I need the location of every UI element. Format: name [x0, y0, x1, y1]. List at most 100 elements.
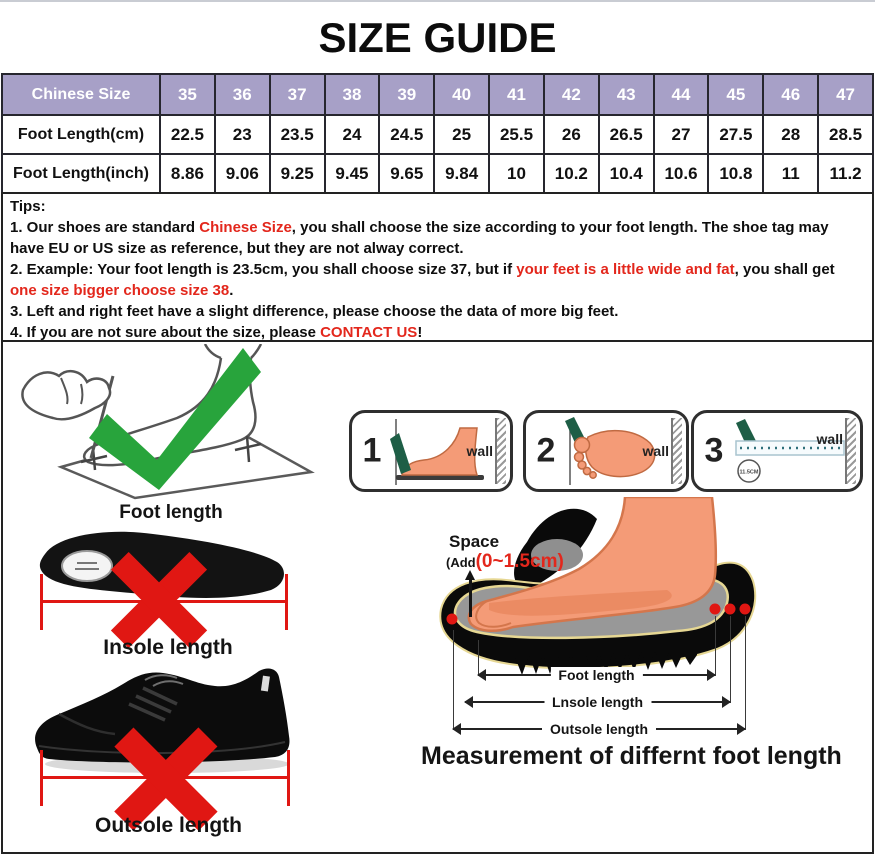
- ruler-measure-illustration: 11.5CM: [735, 419, 845, 483]
- row-label: Chinese Size: [1, 73, 161, 116]
- wall-hatch: [495, 418, 506, 484]
- toe-marker-dot: [446, 613, 458, 625]
- wall-hatch: [671, 418, 682, 484]
- measurement-heading: Measurement of differnt foot length: [421, 742, 842, 770]
- guide-line: [745, 616, 746, 730]
- tip2-text-b: , you shall get: [734, 261, 835, 278]
- measure-step-panel-2: 2 wall: [523, 410, 689, 492]
- heel-marker-dot: [709, 603, 721, 615]
- size-cell: 9.84: [433, 153, 491, 194]
- guide-line: [730, 616, 731, 703]
- size-cell: 23: [213, 114, 271, 155]
- space-range-label: (Add(0~1.5cm): [446, 551, 564, 573]
- size-cell: 46: [762, 73, 820, 116]
- size-cell: 11.2: [817, 153, 874, 194]
- tip4-text: 4. If you are not sure about the size, p…: [10, 324, 321, 341]
- page-title: SIZE GUIDE: [318, 14, 557, 61]
- outsole-length-caption: Outsole length: [95, 814, 242, 837]
- tip2-red-text-2: one size bigger choose size 38: [10, 282, 230, 299]
- tip4-text-b: !: [417, 324, 423, 341]
- table-row: Foot Length(cm) 22.5 23 23.5 24 24.5 25 25.5 26 2…: [1, 114, 874, 155]
- size-cell: 22.5: [159, 114, 216, 155]
- space-add-text: (Add: [446, 555, 476, 570]
- size-cell: 9.25: [268, 153, 326, 194]
- guide-line: [715, 616, 716, 676]
- size-cell: 10.2: [542, 153, 600, 194]
- foot-length-arrow-label: Foot length: [550, 667, 643, 683]
- measure-badge: [737, 459, 761, 483]
- size-cell: 8.86: [159, 153, 216, 194]
- guide-line: [478, 640, 479, 676]
- tip1-text: 1. Our shoes are standard: [10, 219, 200, 236]
- pencil-icon: [390, 433, 411, 474]
- size-cell: 28: [762, 114, 820, 155]
- guide-line: [453, 630, 454, 730]
- size-cell: 9.06: [213, 153, 271, 194]
- space-range-text: (0~1.5cm): [475, 551, 564, 572]
- tip1-red-text: Chinese Size: [199, 219, 292, 236]
- size-cell: 10.4: [597, 153, 655, 194]
- row-label: Foot Length(inch): [1, 153, 161, 194]
- pencil-icon: [736, 419, 757, 447]
- size-cell: 35: [159, 73, 216, 116]
- size-cell: 36: [213, 73, 271, 116]
- heel-tab: [260, 675, 270, 692]
- foot-side-view: [401, 427, 479, 476]
- size-cell: 25: [433, 114, 491, 155]
- foot-length-arrow: Foot length: [477, 667, 716, 683]
- size-cell: 9.65: [378, 153, 436, 194]
- shoe-laces: [128, 686, 178, 722]
- size-table: Chinese Size 35 36 37 38 39 40 41 42 43 44 45 46 47 Fo…: [1, 73, 874, 194]
- tip2-red-text-1: your feet is a little wide and fat: [516, 261, 735, 278]
- shoe-body: [35, 668, 290, 763]
- foot-tracing-illustration: [21, 344, 315, 500]
- table-row: Chinese Size 35 36 37 38 39 40 41 42 43 44 45 46 47: [1, 73, 874, 116]
- tip4-red-text: CONTACT US: [320, 324, 418, 341]
- insole-logo: [61, 550, 113, 582]
- tips-section: Tips: 1. Our shoes are standard Chinese …: [1, 192, 874, 342]
- wall-hatch: [845, 418, 856, 484]
- size-cell: 27: [652, 114, 710, 155]
- size-cell: 43: [597, 73, 655, 116]
- size-cell: 45: [707, 73, 765, 116]
- size-cell: 24: [323, 114, 381, 155]
- insole-length-arrow-label: Lnsole length: [544, 694, 651, 710]
- toe-measure-illustration: [565, 417, 656, 485]
- size-cell: 26: [542, 114, 600, 155]
- tip-line-4: 4. If you are not sure about the size, p…: [10, 322, 865, 343]
- table-row: Foot Length(inch) 8.86 9.06 9.25 9.45 9.65 9.8…: [1, 153, 874, 194]
- size-cell: 44: [652, 73, 710, 116]
- size-cell: 10.8: [707, 153, 765, 194]
- size-cell: 23.5: [268, 114, 326, 155]
- insole-shape: [39, 531, 284, 598]
- size-cell: 38: [323, 73, 381, 116]
- panel-number: 3: [704, 431, 724, 470]
- size-cell: 28.5: [817, 114, 874, 155]
- row-label: Foot Length(cm): [1, 114, 161, 155]
- size-cell: 40: [433, 73, 491, 116]
- size-cell: 26.5: [597, 114, 655, 155]
- heel-marker-dot: [739, 603, 751, 615]
- foot-length-caption: Foot length: [119, 502, 223, 523]
- heel-measure-illustration: [390, 419, 484, 485]
- wall-label: wall: [466, 443, 493, 459]
- size-cell: 10.6: [652, 153, 710, 194]
- tip-line-1: 1. Our shoes are standard Chinese Size, …: [10, 217, 865, 259]
- outsole-dimension-line: [40, 750, 290, 806]
- foot-sole-view: [584, 429, 656, 478]
- measure-step-panel-3: 3 11.5CM wall: [691, 410, 863, 492]
- tip-line-2: 2. Example: Your foot length is 23.5cm, …: [10, 259, 865, 301]
- size-cell: 25.5: [488, 114, 545, 155]
- illustration-area: Foot length Insole length Outsole length…: [1, 342, 874, 854]
- insole-length-caption: Insole length: [103, 636, 233, 659]
- size-cell: 11: [762, 153, 820, 194]
- space-label: Space: [449, 532, 500, 551]
- wall-label: wall: [642, 443, 669, 459]
- measure-badge-text: 11.5CM: [740, 470, 759, 476]
- shoe-illustration: [35, 668, 290, 773]
- up-arrow-icon: [465, 570, 475, 617]
- tips-heading: Tips:: [10, 198, 46, 215]
- outsole-length-arrow-label: Outsole length: [542, 721, 656, 737]
- tip2-text-c: .: [229, 282, 234, 299]
- tip2-text: 2. Example: Your foot length is 23.5cm, …: [10, 261, 517, 278]
